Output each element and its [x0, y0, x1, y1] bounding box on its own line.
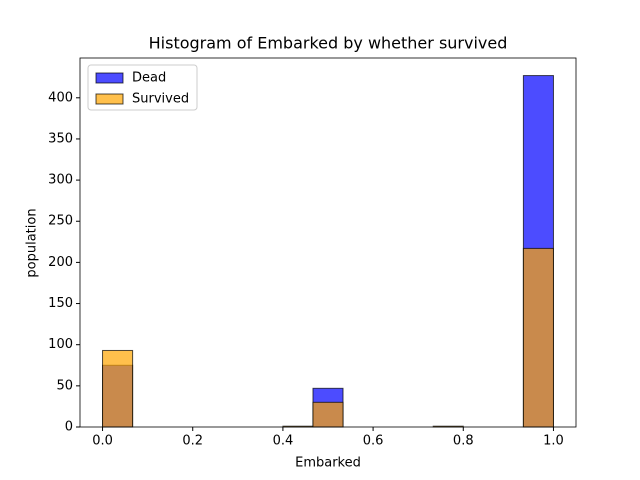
legend-label: Dead [132, 71, 166, 86]
y-tick-label: 250 [48, 214, 73, 229]
chart-title: Histogram of Embarked by whether survive… [149, 34, 508, 53]
x-tick-label: 0.6 [363, 434, 384, 449]
legend-label: Survived [132, 92, 189, 107]
x-tick-label: 1.0 [543, 434, 564, 449]
y-tick-label: 400 [48, 90, 73, 105]
legend-swatch [95, 72, 124, 84]
histogram-bar [312, 401, 344, 428]
y-tick-label: 150 [48, 296, 73, 311]
y-tick-label: 50 [56, 378, 73, 393]
x-tick-label: 0.2 [182, 434, 203, 449]
y-tick-label: 300 [48, 173, 73, 188]
y-tick-label: 350 [48, 131, 73, 146]
y-tick-label: 200 [48, 255, 73, 270]
x-tick-label: 0.4 [273, 434, 294, 449]
y-tick-label: 100 [48, 337, 73, 352]
axes-frame [79, 57, 577, 428]
y-tick-label: 0 [65, 420, 73, 435]
x-tick-label: 0.0 [92, 434, 113, 449]
y-axis-label: population [25, 208, 40, 277]
legend-swatch [95, 93, 124, 105]
x-axis-label: Embarked [295, 456, 361, 471]
histogram-bar [522, 247, 554, 428]
histogram-bar [102, 349, 134, 428]
x-tick-label: 0.8 [453, 434, 474, 449]
